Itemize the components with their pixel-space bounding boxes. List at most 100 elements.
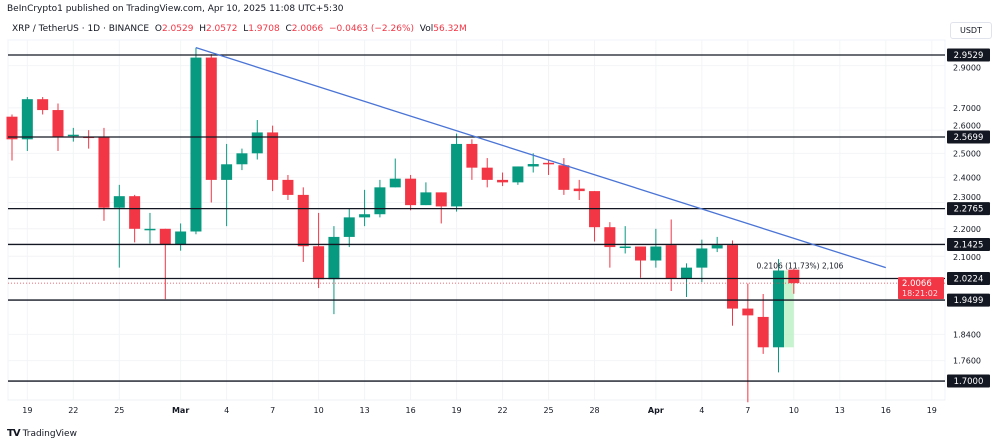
- close-value: 2.0066: [291, 24, 324, 34]
- candle-up: [420, 192, 432, 206]
- candle-up: [67, 134, 79, 137]
- candle-down: [727, 245, 739, 309]
- date-tick-label: 19: [22, 406, 32, 415]
- bar-countdown-label: 18:21:02: [902, 289, 938, 298]
- candle-up: [328, 236, 340, 280]
- candle-down: [52, 110, 64, 138]
- candle-down: [159, 228, 171, 245]
- date-tick-label: 7: [270, 406, 275, 415]
- price-tick-label: 2.9000: [953, 64, 981, 73]
- measure-label: 0.2106 (11.73%) 2,106: [757, 262, 844, 271]
- price-tick-label: 1.8400: [953, 330, 981, 339]
- candle-up: [451, 143, 463, 207]
- candle-up: [374, 187, 386, 215]
- date-tick-label: 22: [68, 406, 78, 415]
- candle-down: [129, 196, 141, 229]
- date-tick-label: 7: [745, 406, 750, 415]
- candle-up: [696, 248, 708, 268]
- candle-up: [359, 214, 371, 218]
- candle-down: [558, 165, 570, 190]
- candle-down: [497, 179, 509, 183]
- level-price-label: 2.1425: [954, 240, 984, 250]
- date-tick-label: Mar: [172, 406, 189, 415]
- level-price-badge: [947, 202, 990, 216]
- level-price-label: 2.9529: [954, 51, 984, 61]
- price-tick-label: 2.6000: [953, 122, 981, 131]
- price-tick-label: 2.4000: [953, 173, 981, 182]
- date-tick-label: 16: [405, 406, 415, 415]
- tradingview-brand[interactable]: TV TradingView: [7, 428, 77, 439]
- date-tick-label: 28: [589, 406, 599, 415]
- candle-up: [190, 57, 202, 232]
- level-price-badge: [947, 374, 990, 388]
- candle-down: [742, 308, 754, 316]
- candle-up: [144, 228, 156, 231]
- level-price-badge: [947, 272, 990, 286]
- last-price-badge: [898, 277, 944, 300]
- candle-up: [619, 246, 631, 249]
- candle-down: [405, 178, 417, 206]
- currency-button[interactable]: USDT: [950, 22, 992, 39]
- candle-up: [650, 246, 662, 261]
- date-tick-label: 19: [927, 406, 937, 415]
- candle-down: [313, 246, 325, 280]
- date-tick-label: Apr: [648, 406, 664, 415]
- date-tick-label: 13: [359, 406, 369, 415]
- publisher-line: BeInCrypto1 published on TradingView.com…: [7, 4, 344, 14]
- price-tick-label: 2.2000: [953, 225, 981, 234]
- level-price-badge: [947, 130, 990, 144]
- candle-down: [635, 246, 647, 261]
- date-tick-label: 10: [789, 406, 799, 415]
- candle-down: [282, 179, 294, 195]
- date-tick-label: 19: [451, 406, 461, 415]
- candle-up: [389, 178, 401, 188]
- candle-down: [435, 192, 447, 207]
- price-tick-label: 2.7000: [953, 104, 981, 113]
- date-tick-label: 22: [497, 406, 507, 415]
- candle-down: [543, 162, 555, 165]
- last-price-label: 2.0066: [902, 279, 932, 289]
- plot-area: [7, 39, 946, 401]
- date-tick-label: 4: [699, 406, 704, 415]
- candle-up: [236, 153, 248, 165]
- trendline: [195, 47, 887, 269]
- price-tick-label: 2.1000: [953, 253, 981, 262]
- candle-down: [37, 99, 49, 111]
- candle-down: [98, 137, 110, 208]
- symbol-name[interactable]: XRP / TetherUS · 1D · BINANCE: [12, 24, 150, 34]
- level-price-label: 2.5699: [954, 133, 984, 143]
- candle-up: [681, 267, 693, 279]
- candle-down: [205, 57, 217, 180]
- level-price-badge: [947, 293, 990, 307]
- high-value: 2.0572: [205, 24, 238, 34]
- symbol-legend: XRP / TetherUS · 1D · BINANCE O2.0529 H2…: [12, 24, 467, 34]
- date-tick-label: 10: [314, 406, 324, 415]
- change-value: −0.0463 (−2.26%): [328, 24, 415, 34]
- candle-down: [6, 116, 18, 140]
- level-price-label: 1.7000: [954, 377, 984, 387]
- level-price-label: 2.2765: [954, 205, 984, 215]
- date-tick-label: 4: [224, 406, 229, 415]
- candle-down: [604, 227, 616, 248]
- candle-up: [711, 245, 723, 249]
- tradingview-logo-icon: TV: [7, 428, 21, 439]
- level-price-badge: [947, 48, 990, 62]
- candle-down: [757, 316, 769, 348]
- level-price-badge: [947, 237, 990, 251]
- candle-up: [527, 164, 539, 167]
- candle-down: [297, 194, 309, 247]
- date-tick-label: 16: [881, 406, 891, 415]
- candle-up: [773, 270, 784, 348]
- candle-down: [573, 188, 585, 192]
- price-tick-label: 1.7600: [953, 357, 981, 366]
- candle-up: [221, 164, 233, 180]
- candle-down: [267, 132, 279, 180]
- candle-down: [665, 245, 677, 279]
- price-tick-label: 2.3000: [953, 193, 981, 202]
- candle-down: [466, 143, 478, 168]
- open-value: 2.0529: [161, 24, 194, 34]
- level-price-label: 2.0224: [954, 275, 984, 285]
- date-tick-label: 13: [835, 406, 845, 415]
- candle-up: [21, 99, 33, 140]
